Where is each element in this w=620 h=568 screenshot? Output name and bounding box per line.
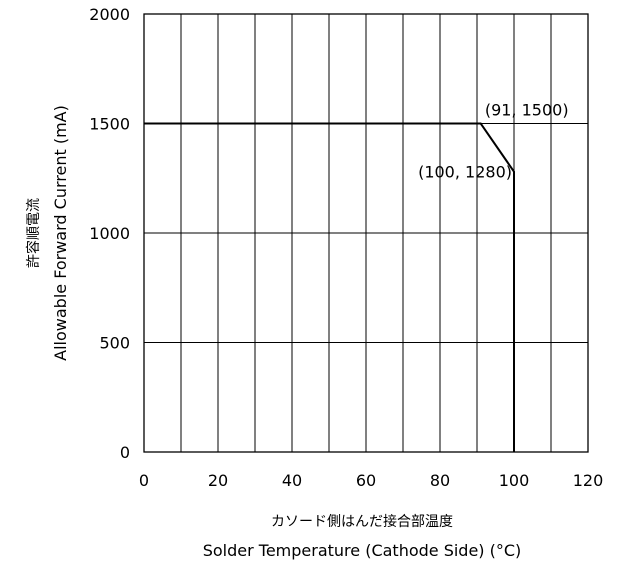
x-tick-label: 40 — [282, 471, 302, 490]
y-tick-label: 2000 — [89, 5, 130, 24]
annotation-label: (100, 1280) — [418, 163, 512, 182]
x-tick-label: 80 — [430, 471, 450, 490]
plot-frame — [143, 13, 589, 453]
x-tick-label: 20 — [208, 471, 228, 490]
series-line — [144, 122, 515, 452]
grid — [144, 14, 588, 452]
annotations: (91, 1500) (100, 1280) — [418, 101, 568, 182]
x-tick-label: 60 — [356, 471, 376, 490]
x-axis-label-japanese: カソード側はんだ接合部温度 — [271, 513, 453, 530]
x-axis-label: Solder Temperature (Cathode Side) (°C) — [203, 541, 522, 560]
x-tick-label: 100 — [499, 471, 530, 490]
tick-labels: 0 20 40 60 80 100 120 0 500 1000 1500 2000 — [89, 5, 603, 490]
y-axis-label: Allowable Forward Current (mA) — [51, 105, 70, 361]
annotation-label: (91, 1500) — [485, 101, 569, 120]
y-tick-label: 500 — [99, 334, 130, 353]
x-tick-label: 0 — [139, 471, 149, 490]
y-tick-label: 1000 — [89, 224, 130, 243]
series-layer — [144, 122, 515, 452]
y-tick-label: 0 — [120, 443, 130, 462]
y-tick-label: 1500 — [89, 115, 130, 134]
y-axis-label-japanese: 許容順電流 — [25, 198, 42, 268]
x-tick-label: 120 — [573, 471, 604, 490]
